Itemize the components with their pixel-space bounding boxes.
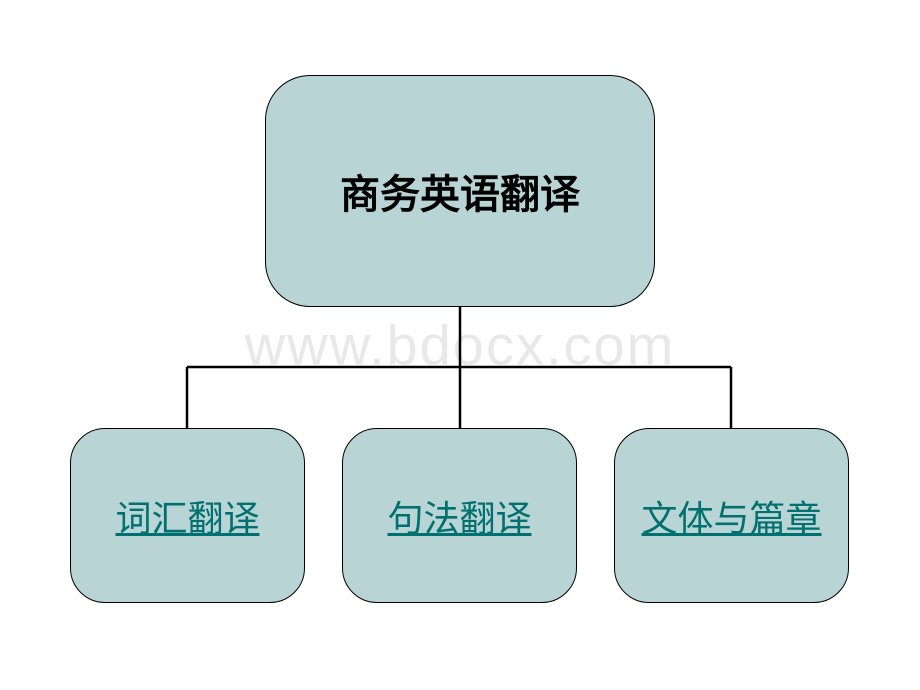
child-node-syntax[interactable]: 句法翻译 (342, 428, 577, 603)
root-node: 商务英语翻译 (265, 75, 655, 307)
child2-label: 句法翻译 (387, 490, 531, 542)
root-label: 商务英语翻译 (340, 162, 580, 220)
child3-label: 文体与篇章 (641, 490, 821, 542)
child-node-style[interactable]: 文体与篇章 (614, 428, 849, 603)
child1-label: 词汇翻译 (115, 490, 259, 542)
child-node-vocabulary[interactable]: 词汇翻译 (70, 428, 305, 603)
watermark-text: www.bdocx.com (245, 313, 676, 378)
